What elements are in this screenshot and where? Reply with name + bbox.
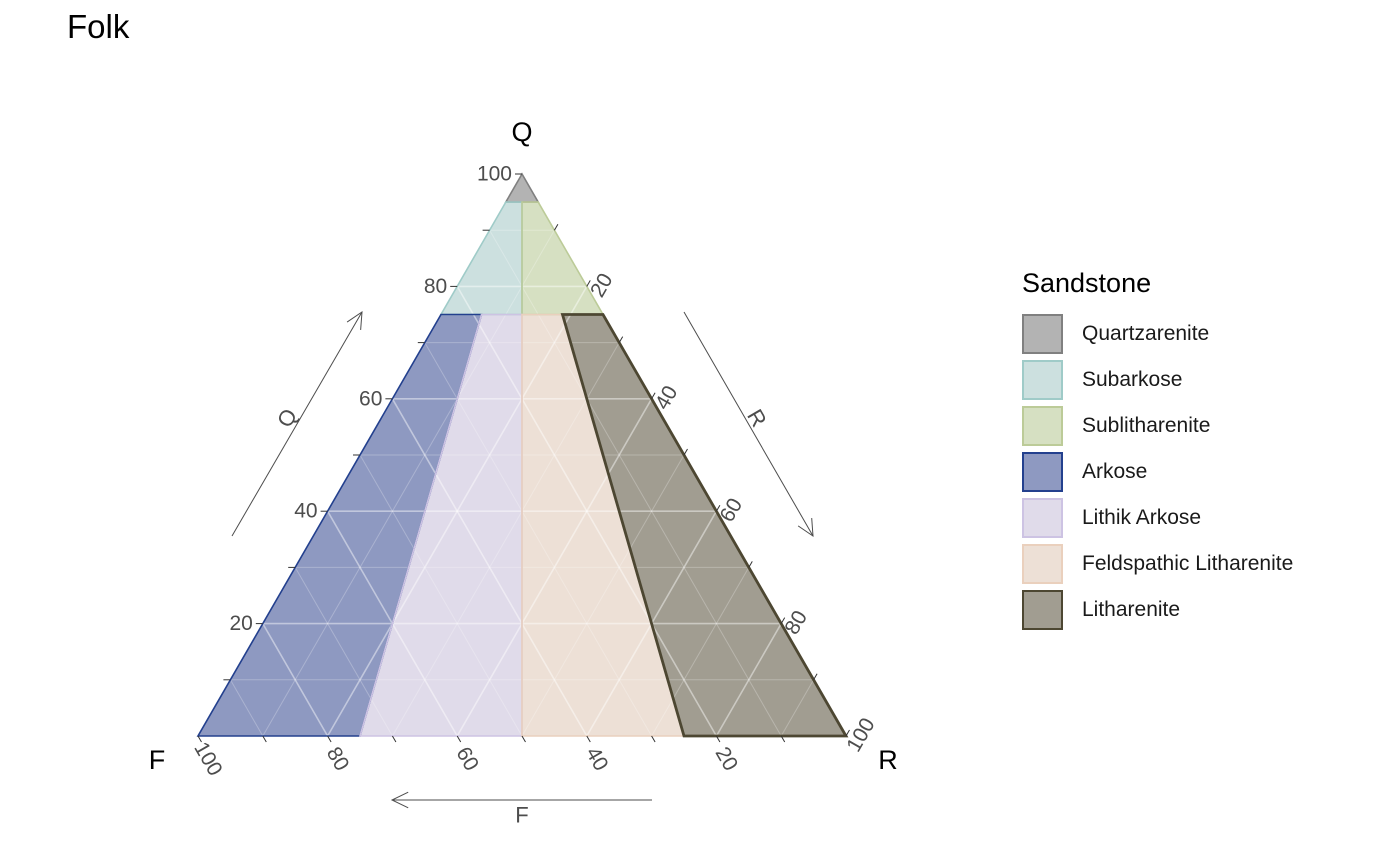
tick-label-q: 20 bbox=[229, 612, 252, 635]
region-lithik-arkose bbox=[360, 314, 522, 736]
tick-f bbox=[391, 735, 397, 743]
grid-line-r bbox=[521, 454, 685, 736]
axis-arrow-q-head bbox=[346, 311, 363, 330]
grid-line-f bbox=[229, 679, 264, 736]
legend-label: Quartzarenite bbox=[1082, 322, 1210, 345]
grid-line-r bbox=[391, 342, 620, 736]
legend-label: Subarkose bbox=[1082, 368, 1183, 391]
grid-line-r bbox=[456, 398, 653, 736]
tick-f bbox=[651, 735, 656, 743]
legend-label: Lithik Arkose bbox=[1082, 506, 1202, 529]
vertex-label-layer: Q F R bbox=[149, 117, 898, 775]
legend-item-sublitharenite: Sublitharenite bbox=[1022, 403, 1293, 449]
grid-line-f bbox=[391, 398, 588, 736]
tick-f bbox=[327, 735, 332, 743]
tick-r bbox=[780, 617, 786, 624]
legend-item-feldspathic-litharenite: Feldspathic Litharenite bbox=[1022, 541, 1293, 587]
tick-layer bbox=[197, 173, 850, 743]
grid-line-f bbox=[456, 286, 718, 736]
axis-title-f: F bbox=[515, 803, 528, 828]
tick-f bbox=[262, 735, 267, 743]
axis-arrow-q bbox=[231, 311, 363, 537]
tick-label-f: 40 bbox=[581, 743, 613, 775]
legend-item-lithik-arkose: Lithik Arkose bbox=[1022, 495, 1293, 541]
tick-r bbox=[651, 392, 656, 400]
tick-r bbox=[715, 504, 721, 512]
tick-label-r: 100 bbox=[842, 714, 879, 756]
tick-label-q: 100 bbox=[477, 163, 512, 186]
legend-label: Feldspathic Litharenite bbox=[1082, 552, 1294, 575]
tick-f bbox=[715, 735, 721, 743]
legend-item-quartzarenite: Quartzarenite bbox=[1022, 311, 1293, 357]
region-litharenite bbox=[562, 314, 846, 736]
legend-item-arkose: Arkose bbox=[1022, 449, 1293, 495]
region-sublitharenite bbox=[522, 202, 603, 315]
tick-label-f: 20 bbox=[711, 743, 743, 775]
tick-r bbox=[813, 673, 818, 681]
grid-line-r bbox=[326, 286, 588, 736]
grid-line-f bbox=[424, 342, 653, 736]
legend: Sandstone Quartzarenite Subarkose Sublitha… bbox=[1022, 268, 1293, 633]
tick-label-f: 100 bbox=[189, 738, 226, 780]
tick-f bbox=[456, 735, 462, 743]
tick-label-f: 60 bbox=[451, 743, 483, 775]
grid-line-f bbox=[359, 454, 523, 736]
legend-label: Sublitharenite bbox=[1082, 414, 1211, 437]
region-arkose bbox=[198, 314, 482, 736]
region-quartzarenite bbox=[505, 174, 539, 203]
tick-f bbox=[780, 735, 786, 743]
chart-title: Folk bbox=[67, 8, 130, 45]
legend-title: Sandstone bbox=[1022, 268, 1152, 298]
tick-label-f: 80 bbox=[322, 743, 354, 775]
tick-f bbox=[586, 735, 591, 743]
legend-swatch bbox=[1022, 590, 1063, 630]
legend-label: Arkose bbox=[1082, 460, 1148, 483]
legend-swatch bbox=[1022, 314, 1063, 354]
axis-title-r: R bbox=[742, 405, 772, 431]
tick-r bbox=[586, 280, 591, 287]
tick-r bbox=[683, 448, 688, 456]
region-feldspathic-litharenite bbox=[522, 314, 684, 736]
vertex-label-r: R bbox=[878, 745, 898, 775]
legend-label: Litharenite bbox=[1082, 598, 1181, 621]
legend-swatch bbox=[1022, 360, 1063, 400]
vertex-label-q: Q bbox=[511, 117, 532, 147]
grid-line-r bbox=[780, 679, 815, 736]
grid-line-f bbox=[294, 567, 393, 736]
legend-item-subarkose: Subarkose bbox=[1022, 357, 1293, 403]
grid-line-r bbox=[715, 623, 782, 736]
axis-title-q: Q bbox=[272, 404, 302, 431]
grid-line-f bbox=[262, 623, 329, 736]
tick-f bbox=[521, 735, 526, 743]
tick-label-q: 80 bbox=[424, 275, 447, 298]
tick-r bbox=[553, 223, 559, 231]
region-subarkose bbox=[441, 202, 522, 315]
region-layer bbox=[198, 174, 846, 736]
tick-f bbox=[197, 735, 202, 743]
tick-label-q: 60 bbox=[359, 387, 382, 410]
legend-swatch bbox=[1022, 406, 1063, 446]
tick-r bbox=[845, 729, 850, 737]
legend-swatch bbox=[1022, 452, 1063, 492]
vertex-label-f: F bbox=[149, 745, 166, 775]
legend-swatch bbox=[1022, 498, 1063, 538]
axis-arrow-r-head bbox=[797, 518, 814, 537]
axis-arrow-f-head bbox=[390, 791, 409, 809]
legend-item-litharenite: Litharenite bbox=[1022, 587, 1293, 633]
tick-r bbox=[618, 336, 624, 343]
axis-arrow-r bbox=[683, 311, 814, 537]
tick-r bbox=[748, 561, 753, 568]
legend-swatch bbox=[1022, 544, 1063, 584]
grid-line-r bbox=[651, 567, 750, 736]
tick-label-q: 40 bbox=[294, 500, 317, 523]
